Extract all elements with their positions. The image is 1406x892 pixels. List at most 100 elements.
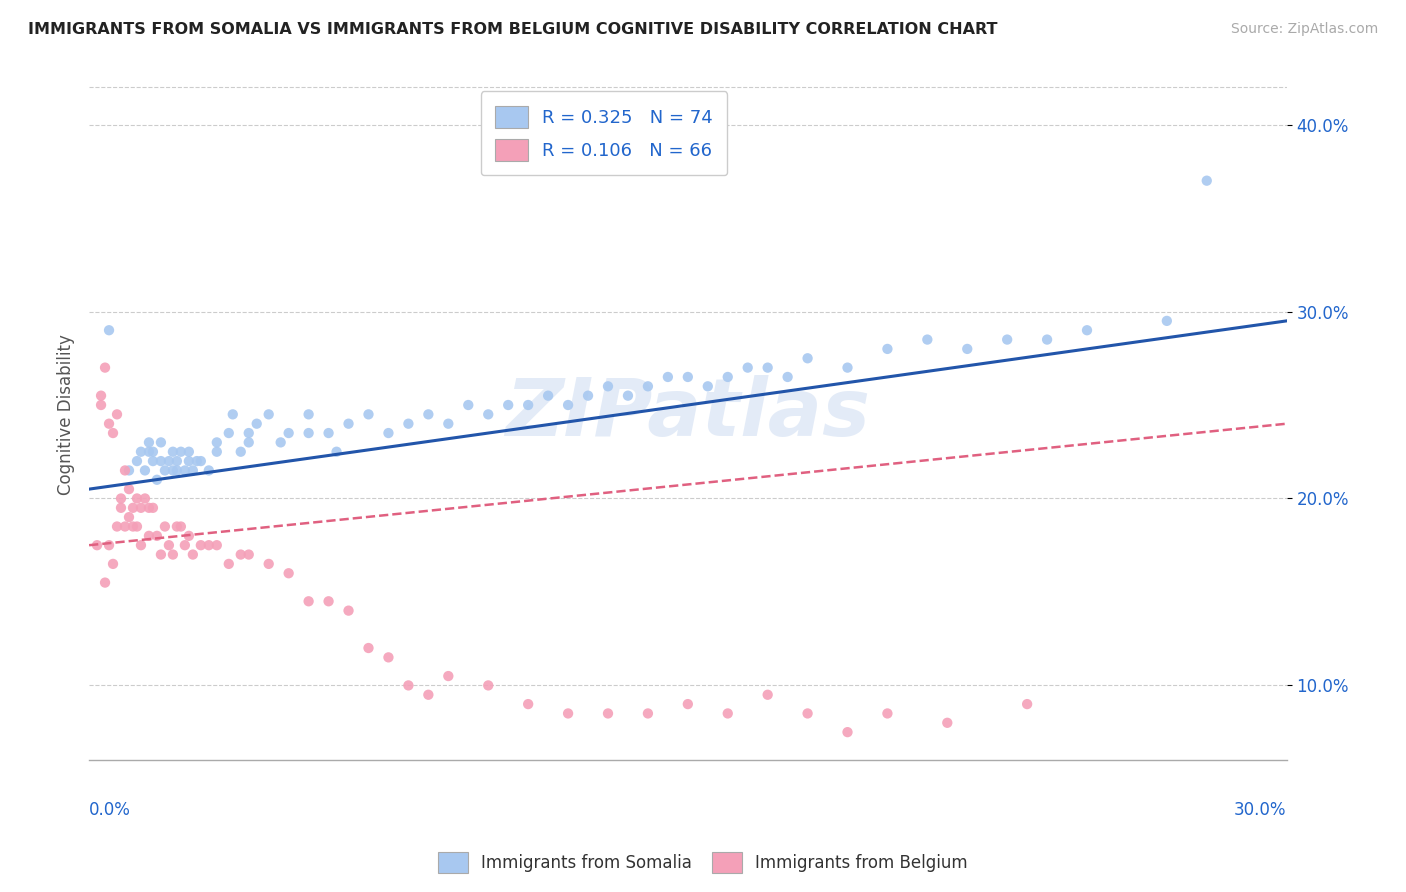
Point [125,491,148,506]
Point [277,425,299,440]
Point [173,538,195,552]
Point [129,444,152,458]
Point [737,360,759,375]
Point [717,706,740,721]
Point [596,706,619,721]
Point [98,417,121,431]
Point [325,444,347,458]
Point [238,435,260,450]
Point [837,725,859,739]
Point [138,500,160,515]
Point [170,519,193,533]
Point [246,417,269,431]
Point [837,360,859,375]
Point [105,519,128,533]
Point [617,389,640,403]
Point [917,333,939,347]
Point [149,435,172,450]
Point [357,640,380,655]
Point [557,706,579,721]
Point [162,463,184,477]
Point [166,454,188,468]
Point [205,444,228,458]
Legend: Immigrants from Somalia, Immigrants from Belgium: Immigrants from Somalia, Immigrants from… [432,846,974,880]
Point [142,500,165,515]
Legend: R = 0.325   N = 74, R = 0.106   N = 66: R = 0.325 N = 74, R = 0.106 N = 66 [481,91,727,175]
Point [177,444,200,458]
Point [1076,323,1098,337]
Point [218,557,240,571]
Point [396,678,419,692]
Text: ZIPatlas: ZIPatlas [505,376,870,453]
Point [153,463,176,477]
Point [936,715,959,730]
Point [138,444,160,458]
Point [756,688,779,702]
Point [129,538,152,552]
Point [138,435,160,450]
Point [637,379,659,393]
Point [101,425,124,440]
Point [134,463,156,477]
Point [110,491,132,506]
Point [105,408,128,422]
Point [457,398,479,412]
Point [125,454,148,468]
Point [318,594,340,608]
Point [166,519,188,533]
Point [166,463,188,477]
Point [94,575,117,590]
Point [142,454,165,468]
Y-axis label: Cognitive Disability: Cognitive Disability [58,334,75,495]
Point [118,463,141,477]
Point [181,548,204,562]
Point [496,398,519,412]
Point [437,417,460,431]
Point [557,398,579,412]
Point [238,548,260,562]
Point [198,463,221,477]
Point [517,697,540,711]
Point [517,398,540,412]
Point [134,491,156,506]
Point [676,370,699,384]
Point [129,500,152,515]
Point [1195,174,1218,188]
Point [162,548,184,562]
Point [796,706,818,721]
Point [238,425,260,440]
Point [142,444,165,458]
Point [110,500,132,515]
Point [101,557,124,571]
Text: IMMIGRANTS FROM SOMALIA VS IMMIGRANTS FROM BELGIUM COGNITIVE DISABILITY CORRELAT: IMMIGRANTS FROM SOMALIA VS IMMIGRANTS FR… [28,22,998,37]
Point [205,538,228,552]
Point [1036,333,1059,347]
Point [149,548,172,562]
Point [270,435,292,450]
Point [418,408,440,422]
Point [537,389,560,403]
Point [277,566,299,581]
Point [186,454,208,468]
Point [149,454,172,468]
Point [229,444,252,458]
Point [776,370,799,384]
Point [396,417,419,431]
Point [122,519,145,533]
Point [146,529,169,543]
Point [1156,314,1178,328]
Point [876,706,898,721]
Point [114,463,136,477]
Point [162,444,184,458]
Point [177,454,200,468]
Point [146,473,169,487]
Point [337,417,360,431]
Point [297,594,319,608]
Point [94,360,117,375]
Text: 30.0%: 30.0% [1234,801,1286,820]
Point [86,538,108,552]
Point [1017,697,1039,711]
Point [596,379,619,393]
Point [995,333,1018,347]
Point [90,389,112,403]
